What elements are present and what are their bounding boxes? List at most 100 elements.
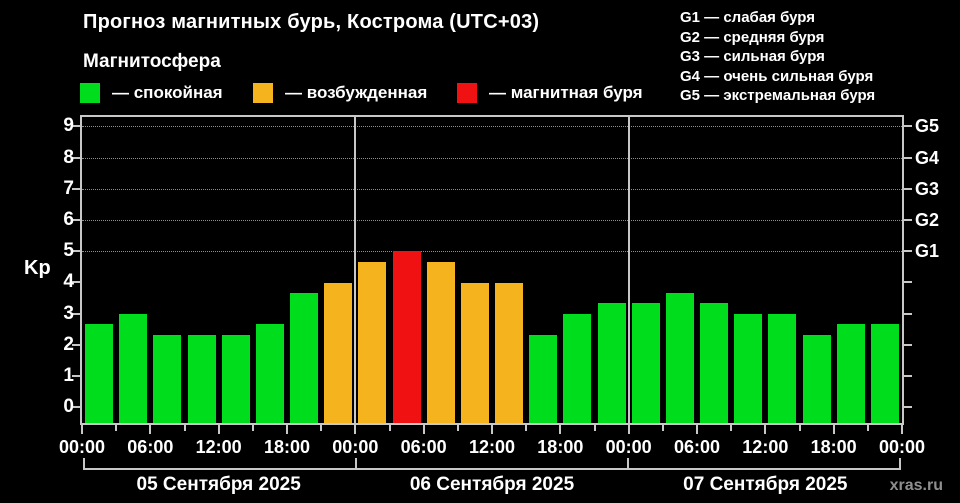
quiet-color-swatch bbox=[80, 83, 100, 103]
x-axis-tick-11 bbox=[456, 425, 459, 431]
kp-bar-day2-slot6 bbox=[529, 334, 558, 423]
x-axis-tick-13 bbox=[525, 425, 528, 431]
magnetosphere-label: Магнитосфера bbox=[83, 51, 221, 72]
kp-bar-day3-slot3 bbox=[700, 303, 729, 423]
legend-item-label-unsettled: — возбужденная bbox=[285, 83, 428, 102]
y-axis-tick-left-5 bbox=[72, 250, 80, 253]
x-axis-label-11: 18:00 bbox=[810, 437, 857, 457]
kp-bar-day3-slot1 bbox=[631, 303, 660, 423]
y-axis-tick-right-4 bbox=[904, 281, 912, 284]
page-title: Прогноз магнитных бурь, Кострома (UTC+03… bbox=[83, 11, 540, 33]
x-axis-label-2: 12:00 bbox=[195, 437, 242, 457]
date-bracket-tick-1 bbox=[355, 458, 357, 470]
y-axis-label-4: 4 bbox=[63, 271, 74, 293]
x-axis-tick-19 bbox=[730, 425, 733, 431]
date-label-day2: 06 Сентября 2025 bbox=[409, 474, 575, 495]
x-axis-tick-1 bbox=[115, 425, 118, 431]
kp-bar-day1-slot3 bbox=[153, 334, 182, 423]
legend-item-quiet: — спокойная bbox=[80, 82, 223, 104]
date-label-day3: 07 Сентября 2025 bbox=[683, 474, 848, 495]
kp-bar-day1-slot7 bbox=[290, 292, 319, 423]
y-axis-tick-left-1 bbox=[72, 375, 80, 378]
kp-bar-day2-slot7 bbox=[563, 313, 592, 423]
kp-bar-day2-slot8 bbox=[597, 303, 626, 423]
x-axis-label-10: 12:00 bbox=[742, 437, 789, 457]
y-axis-tick-left-4 bbox=[72, 281, 80, 284]
kp-bar-day2-slot5 bbox=[495, 282, 524, 423]
x-axis-label-8: 00:00 bbox=[605, 437, 652, 457]
x-axis-tick-2 bbox=[149, 425, 152, 434]
x-axis-tick-15 bbox=[593, 425, 596, 431]
y-axis-label-8: 8 bbox=[63, 146, 74, 168]
y-axis-tick-left-9 bbox=[72, 125, 80, 128]
kp-bar-day3-slot8 bbox=[870, 324, 899, 423]
y-axis-label-1: 1 bbox=[63, 365, 74, 387]
y-axis-tick-left-6 bbox=[72, 219, 80, 222]
gridline-kp-9 bbox=[82, 126, 902, 128]
x-axis-tick-21 bbox=[798, 425, 801, 431]
y-axis-label-6: 6 bbox=[63, 209, 74, 231]
y-axis-tick-right-3 bbox=[904, 312, 912, 315]
right-axis-label-g1: G1 bbox=[915, 241, 940, 262]
unsettled-color-swatch bbox=[253, 83, 273, 103]
kp-bar-day3-slot5 bbox=[768, 313, 797, 423]
g-legend-item-g1: G1 — слабая буря bbox=[680, 9, 816, 26]
date-bracket-tick-3 bbox=[899, 458, 901, 470]
x-axis-tick-12 bbox=[491, 425, 493, 434]
x-axis-tick-9 bbox=[388, 425, 391, 431]
kp-bar-day3-slot4 bbox=[734, 313, 763, 423]
y-axis-tick-right-8 bbox=[904, 156, 912, 159]
x-axis-tick-24 bbox=[901, 425, 903, 434]
x-axis-tick-10 bbox=[422, 425, 425, 434]
plot-area bbox=[80, 115, 904, 425]
y-axis-tick-right-7 bbox=[904, 187, 912, 190]
gridline-kp-7 bbox=[82, 188, 902, 190]
x-axis-tick-5 bbox=[251, 425, 254, 431]
legend-item-unsettled: — возбужденная bbox=[253, 82, 427, 104]
x-axis-label-9: 06:00 bbox=[673, 437, 721, 457]
right-axis-label-g4: G4 bbox=[915, 147, 940, 168]
y-axis-tick-left-3 bbox=[72, 312, 80, 315]
x-axis-tick-14 bbox=[559, 425, 562, 434]
x-axis-label-5: 06:00 bbox=[400, 437, 447, 457]
legend-item-label-quiet: — спокойная bbox=[112, 83, 223, 102]
y-axis-tick-left-2 bbox=[72, 343, 80, 346]
x-axis-label-4: 00:00 bbox=[332, 437, 379, 457]
x-axis-tick-7 bbox=[320, 425, 323, 431]
y-axis-label-7: 7 bbox=[63, 177, 74, 199]
y-axis-tick-left-7 bbox=[72, 187, 80, 190]
y-axis-label-9: 9 bbox=[63, 115, 74, 137]
y-axis-label-0: 0 bbox=[63, 396, 74, 418]
y-axis-tick-right-2 bbox=[904, 343, 912, 346]
day-separator-2 bbox=[627, 117, 630, 423]
date-bracket-line bbox=[84, 468, 900, 470]
kp-bar-day2-slot4 bbox=[460, 282, 489, 423]
x-axis-label-0: 00:00 bbox=[58, 437, 106, 457]
watermark: xras.ru bbox=[889, 477, 943, 494]
storm-color-swatch bbox=[457, 83, 477, 103]
x-axis-tick-23 bbox=[866, 425, 869, 431]
kp-bar-day1-slot5 bbox=[221, 334, 250, 423]
x-axis-tick-4 bbox=[217, 425, 220, 434]
x-axis-tick-17 bbox=[661, 425, 664, 431]
x-axis-tick-8 bbox=[354, 425, 357, 434]
kp-bar-day1-slot8 bbox=[324, 282, 353, 423]
kp-bar-day3-slot7 bbox=[836, 324, 865, 423]
kp-bar-day2-slot1 bbox=[358, 261, 387, 423]
kp-bar-day2-slot3 bbox=[426, 261, 455, 423]
g-legend-item-g4: G4 — очень сильная буря bbox=[680, 67, 874, 85]
date-bracket-tick-2 bbox=[627, 458, 629, 470]
y-axis-label-2: 2 bbox=[63, 333, 74, 355]
status-legend: — спокойная — возбужденная — магнитная бур… bbox=[80, 82, 700, 104]
y-axis-label-5: 5 bbox=[63, 240, 74, 262]
kp-bar-day2-slot2 bbox=[392, 251, 421, 423]
date-bracket-tick-0 bbox=[83, 458, 85, 470]
g-legend-item-g5: G5 — экстремальная буря bbox=[680, 87, 876, 104]
y-axis-tick-left-8 bbox=[72, 156, 80, 159]
gridline-kp-8 bbox=[82, 157, 902, 159]
g-legend-item-g3: G3 — сильная буря bbox=[680, 48, 825, 65]
legend-item-storm: — магнитная буря bbox=[457, 82, 643, 104]
y-axis-title: Kp bbox=[24, 257, 51, 279]
y-axis-tick-right-1 bbox=[904, 375, 912, 378]
